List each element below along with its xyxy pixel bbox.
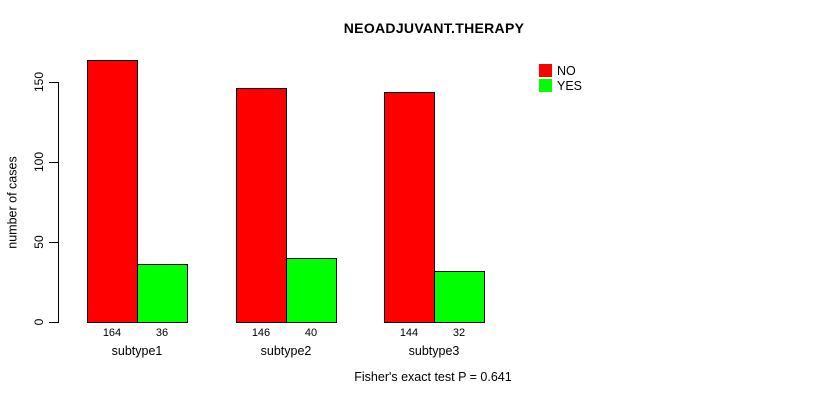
y-axis-label: number of cases [5, 156, 20, 249]
y-axis-tick [49, 241, 58, 243]
bar-no-subtype1 [87, 60, 138, 323]
legend-label-yes: YES [557, 78, 583, 93]
bar-yes-subtype1 [137, 264, 188, 323]
category-label-subtype2: subtype2 [260, 344, 312, 358]
bar-value-label: 36 [155, 327, 169, 339]
y-axis-tick [49, 161, 58, 163]
legend-swatch-no [539, 64, 552, 77]
legend-label-no: NO [557, 63, 576, 78]
bar-yes-subtype2 [286, 258, 337, 323]
category-label-subtype1: subtype1 [111, 344, 163, 358]
y-axis-tick-label: 50 [32, 235, 46, 249]
bar-no-subtype2 [236, 88, 287, 323]
legend-swatch-yes [539, 79, 552, 92]
legend-item-yes: YES [539, 78, 582, 93]
fisher-test-annotation: Fisher's exact test P = 0.641 [354, 370, 512, 384]
y-axis-tick-label: 100 [32, 151, 46, 173]
y-axis-line [58, 82, 59, 323]
legend-item-no: NO [539, 63, 582, 78]
category-label-subtype3: subtype3 [408, 344, 460, 358]
legend: NO YES [539, 63, 582, 93]
y-axis-tick [49, 321, 58, 323]
bar-no-subtype3 [384, 92, 435, 323]
y-axis-tick-label: 150 [32, 71, 46, 93]
bar-value-label: 32 [452, 327, 466, 339]
bar-value-label: 40 [304, 327, 318, 339]
bar-yes-subtype3 [434, 271, 485, 323]
y-axis-tick-label: 0 [32, 318, 46, 326]
bar-value-label: 144 [399, 327, 419, 339]
y-axis-tick [49, 81, 58, 83]
bar-value-label: 164 [102, 327, 122, 339]
bar-value-label: 146 [251, 327, 271, 339]
chart-title: NEOADJUVANT.THERAPY [343, 20, 525, 36]
